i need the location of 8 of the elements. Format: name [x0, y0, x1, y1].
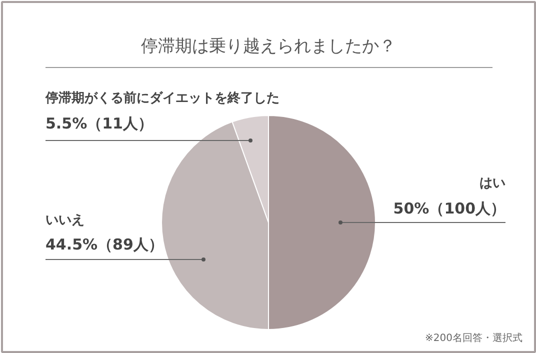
chart-title: 停滞期は乗り越えられましたか？ [141, 36, 396, 56]
data-label: 5.5%（11人） [46, 114, 153, 132]
slice-label: はい [480, 176, 506, 191]
slice-label: 停滞期がくる前にダイエットを終了した [44, 91, 280, 106]
slice-label: いいえ [46, 213, 84, 228]
data-label: 44.5%（89人） [46, 236, 164, 254]
text: ※200名回答・選択式 [425, 332, 523, 344]
data-label: 50%（100人） [393, 200, 506, 218]
